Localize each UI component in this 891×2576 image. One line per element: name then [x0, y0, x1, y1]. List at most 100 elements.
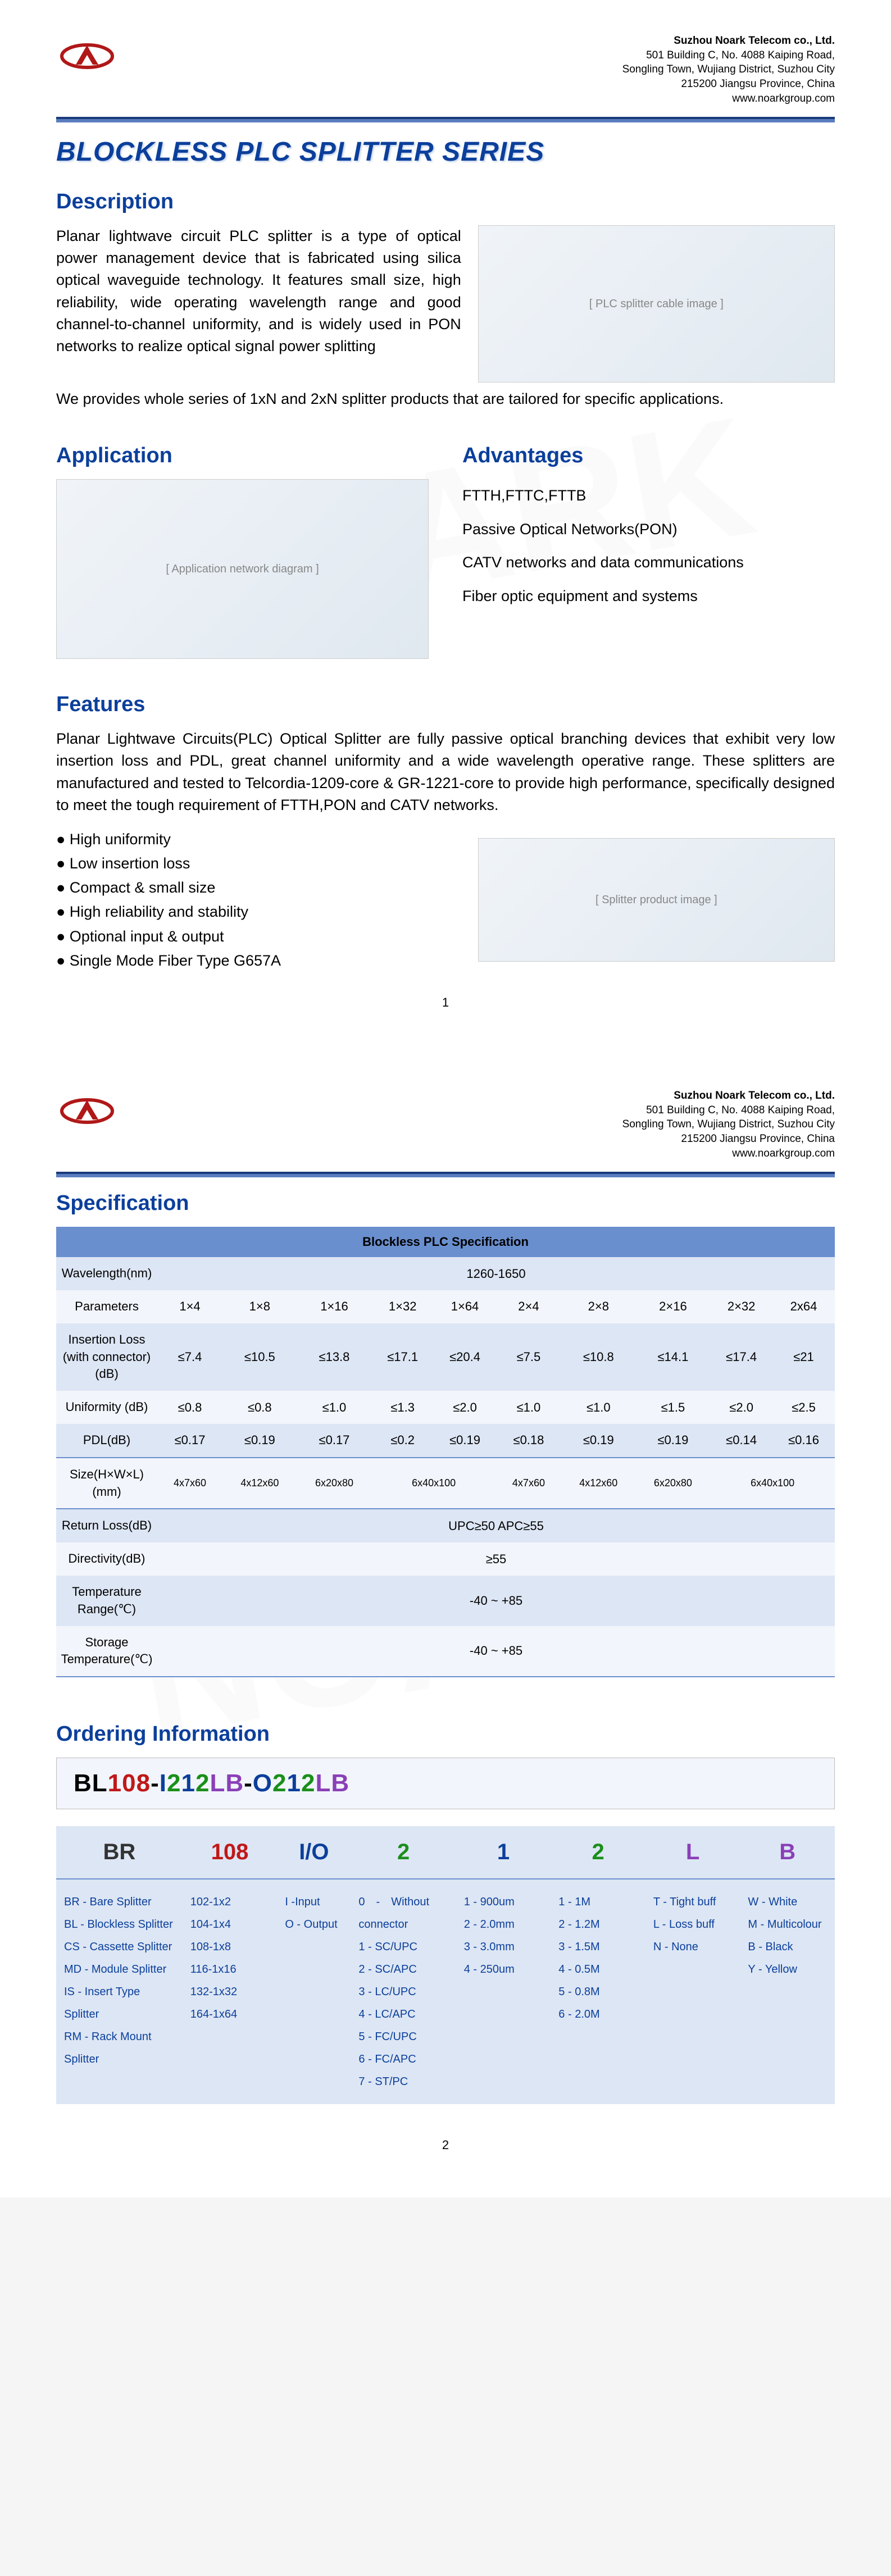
order-column-header: 2 [551, 1826, 645, 1879]
company-info: Suzhou Noark Telecom co., Ltd. 501 Build… [622, 34, 835, 106]
order-option: B - Black [748, 1936, 827, 1958]
spec-row-span: 1260-1650 [157, 1257, 835, 1290]
spec-cell: ≤13.8 [297, 1323, 372, 1391]
features-intro: Planar Lightwave Circuits(PLC) Optical S… [56, 728, 835, 816]
spec-cell: ≤0.19 [561, 1424, 636, 1457]
page-2: NOARK Suzhou Noark Telecom co., Ltd. 501… [0, 1055, 891, 2197]
order-column-cell: 1 - 900um2 - 2.0mm3 - 3.0mm4 - 250um [456, 1879, 551, 2104]
order-option: 4 - 0.5M [558, 1958, 638, 1981]
spec-cell: ≤0.16 [772, 1424, 835, 1457]
advantage-item: Passive Optical Networks(PON) [462, 513, 835, 546]
order-option: 1 - 1M [558, 1891, 638, 1913]
features-bullets: ● High uniformity● Low insertion loss● C… [56, 827, 461, 973]
spec-row-label: Storage Temperature(℃) [56, 1626, 157, 1677]
spec-cell: ≤0.8 [157, 1391, 222, 1424]
order-option: BR - Bare Splitter [64, 1891, 175, 1913]
order-code-part: 1 [181, 1769, 195, 1797]
header-rule-2 [56, 1172, 835, 1177]
spec-cell: 6x40x100 [371, 1458, 496, 1509]
order-code-part: - [244, 1769, 253, 1797]
order-option: 0 - Without connector [358, 1891, 448, 1936]
spec-row-span: -40 ~ +85 [157, 1576, 835, 1626]
spec-cell: ≤0.14 [710, 1424, 772, 1457]
order-code-part: B [331, 1769, 349, 1797]
spec-cell: ≤1.5 [636, 1391, 711, 1424]
order-option: 104-1x4 [190, 1913, 270, 1936]
spec-row-span: -40 ~ +85 [157, 1626, 835, 1677]
advantages-heading: Advantages [462, 444, 835, 468]
ordering-grid: BR108I/O212LBBR - Bare SplitterBL - Bloc… [56, 1826, 835, 2104]
spec-row-label: Temperature Range(℃) [56, 1576, 157, 1626]
order-option: RM - Rack Mount Splitter [64, 2026, 175, 2070]
page-number-1: 1 [56, 995, 835, 1010]
order-code-part: L [315, 1769, 331, 1797]
logo-2 [56, 1089, 118, 1134]
advantage-item: Fiber optic equipment and systems [462, 580, 835, 613]
order-column-header: I/O [277, 1826, 351, 1879]
spec-cell: ≤1.3 [371, 1391, 434, 1424]
order-column-header: BR [56, 1826, 183, 1879]
spec-cell: ≤0.19 [434, 1424, 496, 1457]
order-option: I -Input [285, 1891, 343, 1913]
spec-row-span: ≥55 [157, 1542, 835, 1576]
spec-cell: ≤17.4 [710, 1323, 772, 1391]
spec-cell: ≤10.5 [222, 1323, 297, 1391]
spec-cell: ≤10.8 [561, 1323, 636, 1391]
spec-cell: ≤0.19 [636, 1424, 711, 1457]
order-code-part: 2 [301, 1769, 315, 1797]
order-option: 2 - 2.0mm [464, 1913, 543, 1936]
order-option: 4 - 250um [464, 1958, 543, 1981]
feature-bullet: ● Optional input & output [56, 925, 461, 949]
order-code-part: 08 [122, 1769, 151, 1797]
company-website: www.noarkgroup.com [622, 92, 835, 106]
spec-cell: ≤7.4 [157, 1323, 222, 1391]
application-heading: Application [56, 444, 429, 468]
feature-bullet: ● Single Mode Fiber Type G657A [56, 949, 461, 973]
order-option: 164-1x64 [190, 2003, 270, 2026]
spec-cell: 1×8 [222, 1290, 297, 1323]
spec-cell: ≤14.1 [636, 1323, 711, 1391]
company-name: Suzhou Noark Telecom co., Ltd. [622, 34, 835, 48]
spec-cell: ≤1.0 [297, 1391, 372, 1424]
spec-cell: 4x12x60 [222, 1458, 297, 1509]
order-option: 7 - ST/PC [358, 2070, 448, 2093]
header-2: Suzhou Noark Telecom co., Ltd. 501 Build… [56, 1089, 835, 1160]
spec-row-label: Return Loss(dB) [56, 1509, 157, 1542]
spec-cell: ≤2.0 [434, 1391, 496, 1424]
order-option: L - Loss buff [653, 1913, 733, 1936]
company-addr2: Songling Town, Wujiang District, Suzhou … [622, 62, 835, 77]
spec-cell: ≤0.17 [297, 1424, 372, 1457]
spec-cell: 6x40x100 [710, 1458, 835, 1509]
spec-cell: 2×4 [496, 1290, 561, 1323]
order-option: W - White [748, 1891, 827, 1913]
order-option: M - Multicolour [748, 1913, 827, 1936]
spec-cell: 1×16 [297, 1290, 372, 1323]
page-1: NOARK Suzhou Noark Telecom co., Ltd. 501… [0, 0, 891, 1055]
spec-cell: 6x20x80 [297, 1458, 372, 1509]
specification-table: Blockless PLC SpecificationWavelength(nm… [56, 1227, 835, 1677]
order-option: 132-1x32 [190, 1981, 270, 2003]
order-option: 1 - 900um [464, 1891, 543, 1913]
spec-cell: 1×64 [434, 1290, 496, 1323]
page-title: BLOCKLESS PLC SPLITTER SERIES [56, 136, 835, 167]
order-option: BL - Blockless Splitter [64, 1913, 175, 1936]
logo [56, 34, 118, 79]
order-code-part: 2 [196, 1769, 210, 1797]
order-option: 3 - 3.0mm [464, 1936, 543, 1958]
advantage-item: FTTH,FTTC,FTTB [462, 479, 835, 512]
feature-bullet: ● Low insertion loss [56, 852, 461, 876]
order-column-header: L [645, 1826, 740, 1879]
spec-cell: 1×32 [371, 1290, 434, 1323]
spec-cell: ≤0.8 [222, 1391, 297, 1424]
spec-cell: ≤1.0 [561, 1391, 636, 1424]
order-option: 5 - 0.8M [558, 1981, 638, 2003]
ordering-code: BL108-I212LB-O212LB [56, 1758, 835, 1809]
product-image-2: [ Splitter product image ] [478, 838, 835, 962]
order-code-part: 2 [272, 1769, 287, 1797]
description-text-2: We provides whole series of 1xN and 2xN … [56, 388, 835, 410]
spec-cell: ≤0.19 [222, 1424, 297, 1457]
spec-cell: 2×8 [561, 1290, 636, 1323]
description-heading: Description [56, 190, 835, 214]
order-option: 5 - FC/UPC [358, 2026, 448, 2048]
spec-row-label: Parameters [56, 1290, 157, 1323]
